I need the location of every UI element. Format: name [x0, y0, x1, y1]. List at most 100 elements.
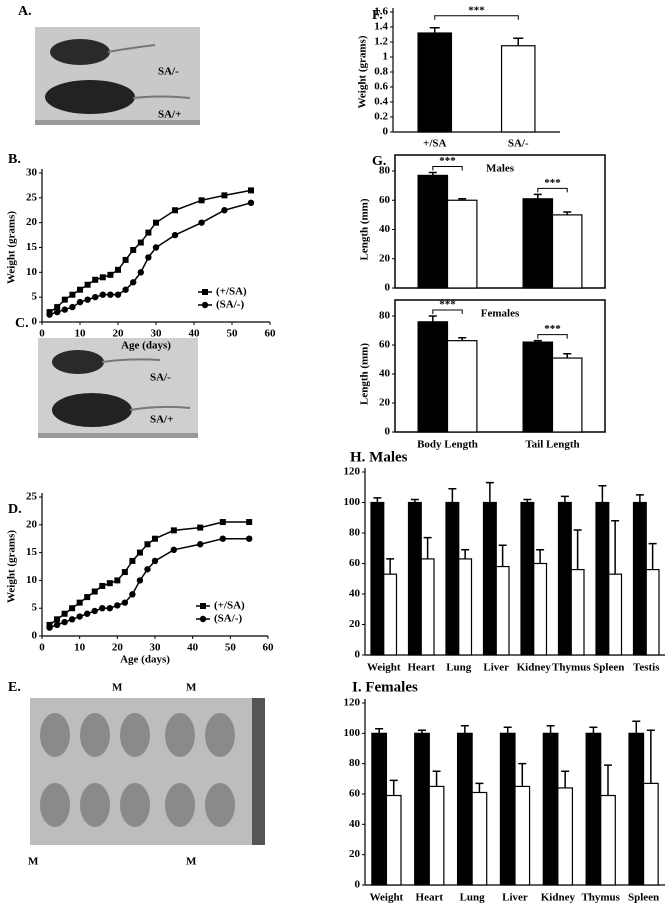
y-tick-label: 1.4 [374, 21, 388, 33]
x-tick-label: Heart [416, 892, 444, 904]
photo-e [30, 698, 265, 845]
y-tick-label: 0 [32, 316, 38, 328]
point [121, 569, 128, 576]
y-tick-label: 40 [349, 588, 361, 600]
point [61, 296, 68, 303]
x-tick-label: SA/- [508, 138, 529, 150]
error-bar [485, 481, 494, 503]
y-tick-label: 60 [349, 788, 361, 800]
significance-label: *** [439, 155, 456, 167]
chart-title: Males [486, 163, 515, 175]
error-bar [461, 549, 470, 559]
point [122, 286, 129, 293]
bar [600, 794, 616, 886]
point [54, 616, 61, 623]
point [137, 269, 144, 276]
point [121, 599, 129, 606]
error-bar [635, 494, 644, 503]
point [99, 291, 107, 298]
point [61, 618, 68, 626]
x-tick-label: Heart [408, 662, 436, 674]
y-tick-label: 30 [26, 167, 38, 179]
point [114, 577, 121, 584]
y-tick-label: 60 [379, 339, 391, 351]
photo-label: SA/- [150, 372, 171, 384]
point [84, 281, 91, 288]
y-tick-label: 25 [26, 491, 38, 503]
y-tick-label: 25 [26, 191, 38, 203]
point [84, 296, 91, 303]
y-tick-label: 0 [32, 630, 38, 642]
error-bar [428, 171, 437, 176]
bar [446, 340, 478, 433]
y-tick-label: 40 [379, 223, 391, 235]
point [106, 580, 113, 587]
x-tick-label: Liver [502, 892, 528, 904]
error-bar [423, 536, 432, 559]
x-tick-label: Spleen [593, 662, 624, 674]
x-tick-label: Liver [483, 662, 509, 674]
bar [522, 198, 554, 289]
point [221, 207, 228, 214]
error-bar [448, 488, 457, 503]
x-tick-label: Kidney [541, 892, 576, 904]
x-tick-label: 20 [112, 642, 124, 654]
point [114, 291, 122, 298]
y-tick-label: 20 [26, 518, 38, 530]
x-tick-label: Thymus [581, 892, 620, 904]
plot-frame [394, 154, 606, 289]
point [122, 256, 129, 263]
error-bar [546, 725, 555, 734]
legend-label: (SA/-) [214, 613, 242, 625]
y-tick-label: 60 [349, 557, 361, 569]
significance-bracket [537, 334, 568, 339]
point [46, 311, 53, 318]
photo-label: SA/+ [150, 414, 173, 426]
bar [471, 791, 488, 886]
x-tick-label: Lung [460, 892, 486, 904]
point [245, 535, 253, 542]
error-bar [513, 37, 524, 46]
bar [456, 732, 473, 886]
error-bar [561, 770, 570, 788]
y-tick-label: 80 [379, 310, 391, 322]
point [107, 271, 114, 278]
photo-c [38, 338, 198, 438]
y-axis-label: Length (mm) [359, 343, 371, 405]
error-bar [518, 762, 527, 787]
error-bar [563, 352, 572, 359]
x-tick-label: Weight [370, 892, 404, 904]
bar [628, 732, 645, 886]
photo-label: M [112, 682, 123, 694]
bar [482, 501, 497, 656]
point [107, 291, 114, 298]
error-bar [648, 542, 657, 570]
point [99, 582, 106, 589]
x-tick-label: 40 [189, 328, 201, 340]
y-tick-label: 20 [26, 216, 38, 228]
error-bar [410, 498, 419, 503]
y-tick-label: 5 [32, 602, 38, 614]
bar [500, 45, 536, 133]
point [68, 616, 76, 623]
point [76, 599, 83, 606]
point [115, 266, 121, 273]
point [99, 605, 106, 612]
point [151, 557, 159, 565]
legend-marker [202, 289, 208, 295]
legend-marker [200, 603, 206, 609]
point [129, 591, 136, 598]
x-tick-label: 0 [39, 328, 45, 340]
error-bar [533, 193, 542, 199]
y-tick-label: 0 [385, 426, 391, 438]
x-tick-label: 10 [74, 642, 86, 654]
error-bar [389, 779, 398, 796]
point [198, 219, 205, 226]
error-bar [432, 770, 441, 787]
y-tick-label: 40 [349, 818, 361, 830]
error-bar [498, 544, 507, 567]
point [221, 192, 228, 199]
bar [632, 501, 647, 656]
y-tick-label: 60 [379, 194, 391, 206]
